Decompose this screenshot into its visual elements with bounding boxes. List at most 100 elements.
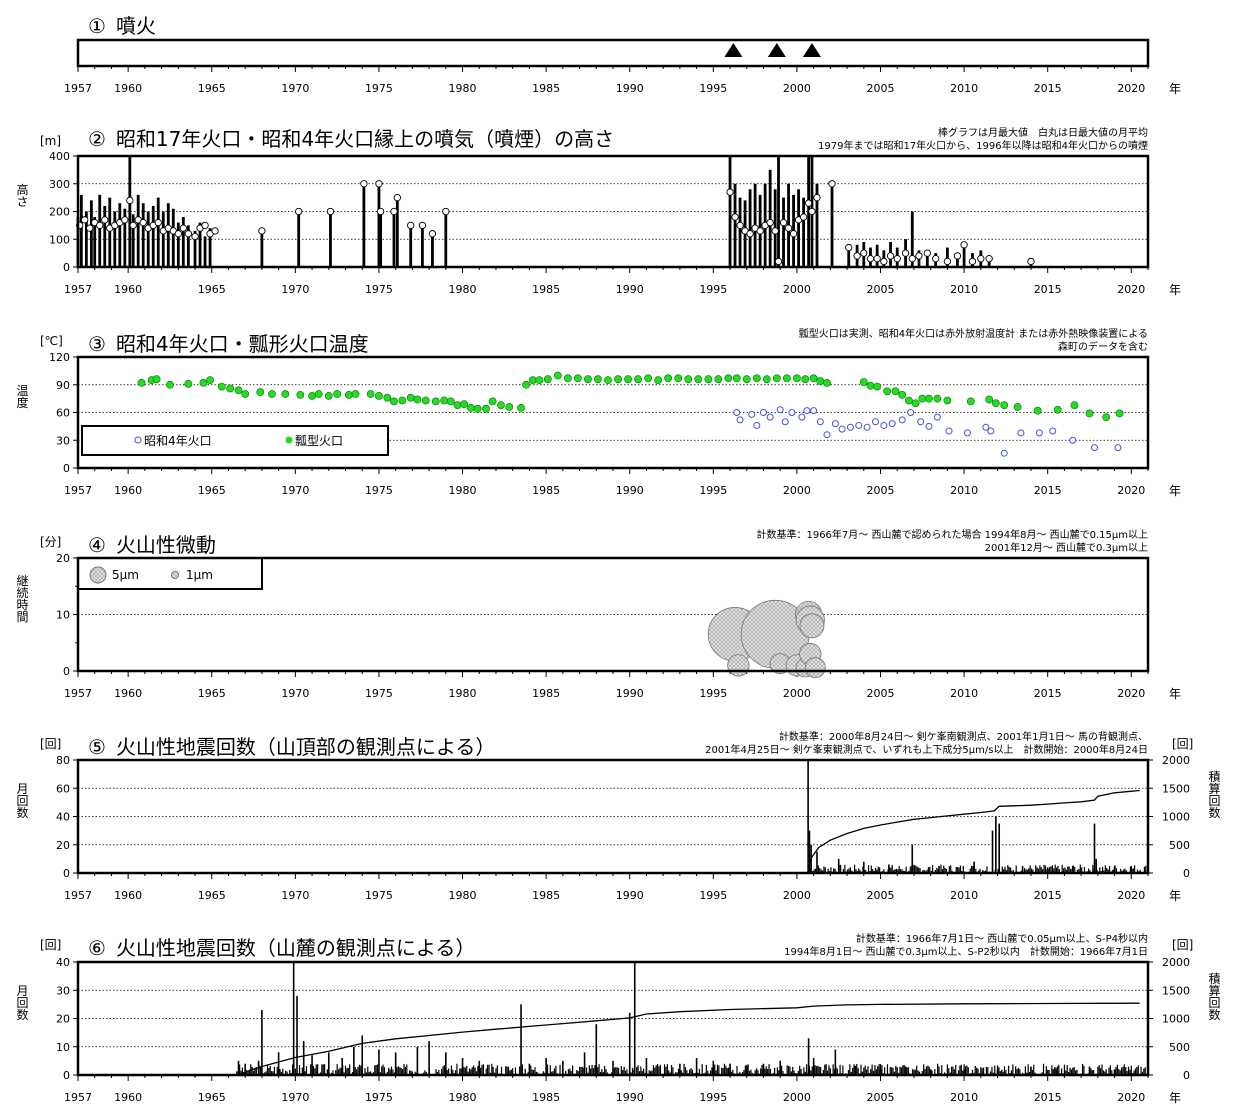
monthly-count-bar bbox=[797, 1070, 799, 1075]
monthly-count-bar bbox=[875, 1069, 877, 1075]
monthly-count-bar bbox=[595, 1024, 598, 1075]
daily-mean-point bbox=[736, 221, 744, 230]
monthly-count-bar bbox=[711, 1067, 713, 1075]
monthly-count-bar bbox=[998, 1067, 1000, 1075]
monthly-count-bar bbox=[459, 1068, 461, 1075]
monthly-count-bar bbox=[800, 1068, 802, 1075]
monthly-count-bar bbox=[382, 1064, 384, 1075]
monthly-count-bar bbox=[1114, 865, 1116, 873]
monthly-count-bar bbox=[354, 1067, 356, 1075]
showa4-crater-point bbox=[810, 407, 818, 415]
monthly-count-bar bbox=[1104, 1071, 1106, 1075]
monthly-max-bar bbox=[395, 197, 399, 267]
monthly-count-bar bbox=[546, 1064, 549, 1075]
monthly-count-bar bbox=[332, 1070, 334, 1075]
monthly-count-bar bbox=[471, 1067, 473, 1075]
monthly-count-bar bbox=[856, 1063, 858, 1075]
hyokei-crater-point bbox=[891, 387, 900, 396]
monthly-count-bar bbox=[656, 1064, 659, 1075]
monthly-count-bar bbox=[707, 1070, 709, 1075]
x-tick-label: 2015 bbox=[1034, 82, 1062, 95]
x-tick-label: 2000 bbox=[783, 283, 811, 296]
monthly-count-bar bbox=[914, 1069, 916, 1075]
monthly-count-bar bbox=[408, 1070, 411, 1075]
monthly-count-bar bbox=[897, 869, 899, 873]
monthly-count-bar bbox=[748, 1071, 751, 1075]
monthly-count-bar bbox=[1004, 866, 1006, 873]
x-tick-label: 1985 bbox=[532, 687, 560, 700]
monthly-count-bar bbox=[769, 1068, 772, 1075]
monthly-count-bar bbox=[1072, 865, 1074, 873]
showa4-crater-point bbox=[987, 427, 995, 435]
monthly-count-bar bbox=[304, 1071, 306, 1075]
monthly-count-bar bbox=[712, 1060, 715, 1075]
hyokei-crater-point bbox=[905, 396, 913, 405]
hyokei-crater-point bbox=[351, 390, 360, 398]
y-tick-label: 0 bbox=[63, 261, 70, 274]
monthly-count-bar bbox=[509, 1070, 511, 1075]
monthly-count-bar bbox=[984, 870, 987, 873]
panel-number: ② bbox=[88, 127, 106, 151]
monthly-count-bar bbox=[871, 1064, 873, 1075]
monthly-count-bar bbox=[1113, 869, 1115, 873]
monthly-count-bar bbox=[1127, 1066, 1130, 1075]
monthly-count-bar bbox=[739, 1071, 741, 1075]
panel-note-line-2: 2001年12月～ 西山麓で0.3μm以上 bbox=[985, 541, 1148, 554]
tremor-event-circle bbox=[727, 654, 750, 677]
x-axis-unit: 年 bbox=[1169, 82, 1181, 96]
x-tick-label: 1960 bbox=[114, 484, 142, 497]
monthly-count-bar bbox=[1125, 1067, 1127, 1075]
monthly-count-bar bbox=[695, 1058, 698, 1075]
monthly-count-bar bbox=[537, 1072, 539, 1075]
monthly-count-bar bbox=[470, 1069, 472, 1075]
hyokei-crater-point bbox=[522, 380, 530, 389]
showa4-crater-point bbox=[963, 429, 971, 437]
monthly-count-bar bbox=[876, 869, 878, 873]
monthly-count-bar bbox=[806, 1064, 808, 1075]
monthly-count-bar bbox=[839, 1064, 841, 1075]
monthly-count-bar bbox=[767, 1068, 769, 1075]
monthly-count-bar bbox=[941, 869, 943, 873]
monthly-count-bar bbox=[877, 1066, 879, 1075]
y2-axis-unit: [回] bbox=[1172, 938, 1193, 952]
x-tick-label: 1965 bbox=[198, 283, 226, 296]
monthly-count-bar bbox=[488, 1064, 490, 1075]
monthly-count-bar bbox=[847, 869, 849, 873]
monthly-count-bar bbox=[1053, 868, 1055, 873]
monthly-count-bar bbox=[991, 830, 994, 873]
monthly-count-bar bbox=[478, 1067, 480, 1075]
monthly-count-bar bbox=[716, 1064, 719, 1075]
monthly-count-bar bbox=[375, 1065, 377, 1075]
panel-number: ④ bbox=[88, 533, 106, 557]
y2-axis-unit: [回] bbox=[1172, 737, 1193, 751]
monthly-count-bar bbox=[1081, 1063, 1084, 1075]
monthly-count-bar bbox=[1092, 864, 1094, 873]
monthly-count-bar bbox=[1088, 868, 1090, 873]
hyokei-crater-point bbox=[724, 374, 733, 383]
daily-mean-point bbox=[375, 180, 383, 188]
monthly-count-bar bbox=[468, 1068, 471, 1075]
monthly-count-bar bbox=[1067, 866, 1069, 873]
monthly-max-bar bbox=[181, 217, 185, 267]
monthly-count-bar bbox=[987, 1066, 989, 1075]
monthly-count-bar bbox=[817, 1065, 819, 1075]
monthly-count-bar bbox=[565, 1071, 567, 1075]
monthly-count-bar bbox=[858, 868, 860, 873]
daily-mean-point bbox=[360, 180, 368, 188]
monthly-count-bar bbox=[912, 864, 914, 873]
cumulative-line bbox=[236, 1002, 1140, 1076]
monthly-count-bar bbox=[1065, 1070, 1067, 1075]
monthly-count-bar bbox=[312, 1065, 315, 1075]
monthly-count-bar bbox=[450, 1065, 452, 1075]
monthly-count-bar bbox=[1074, 1070, 1077, 1075]
hyokei-crater-point bbox=[1013, 403, 1022, 411]
daily-mean-point bbox=[828, 180, 836, 188]
monthly-count-bar bbox=[1008, 1065, 1010, 1075]
monthly-count-bar bbox=[406, 1064, 408, 1075]
monthly-count-bar bbox=[594, 1065, 596, 1075]
monthly-count-bar bbox=[1012, 1064, 1014, 1075]
monthly-count-bar bbox=[445, 1052, 447, 1075]
monthly-count-bar bbox=[714, 1064, 716, 1075]
hyokei-crater-point bbox=[782, 374, 791, 383]
